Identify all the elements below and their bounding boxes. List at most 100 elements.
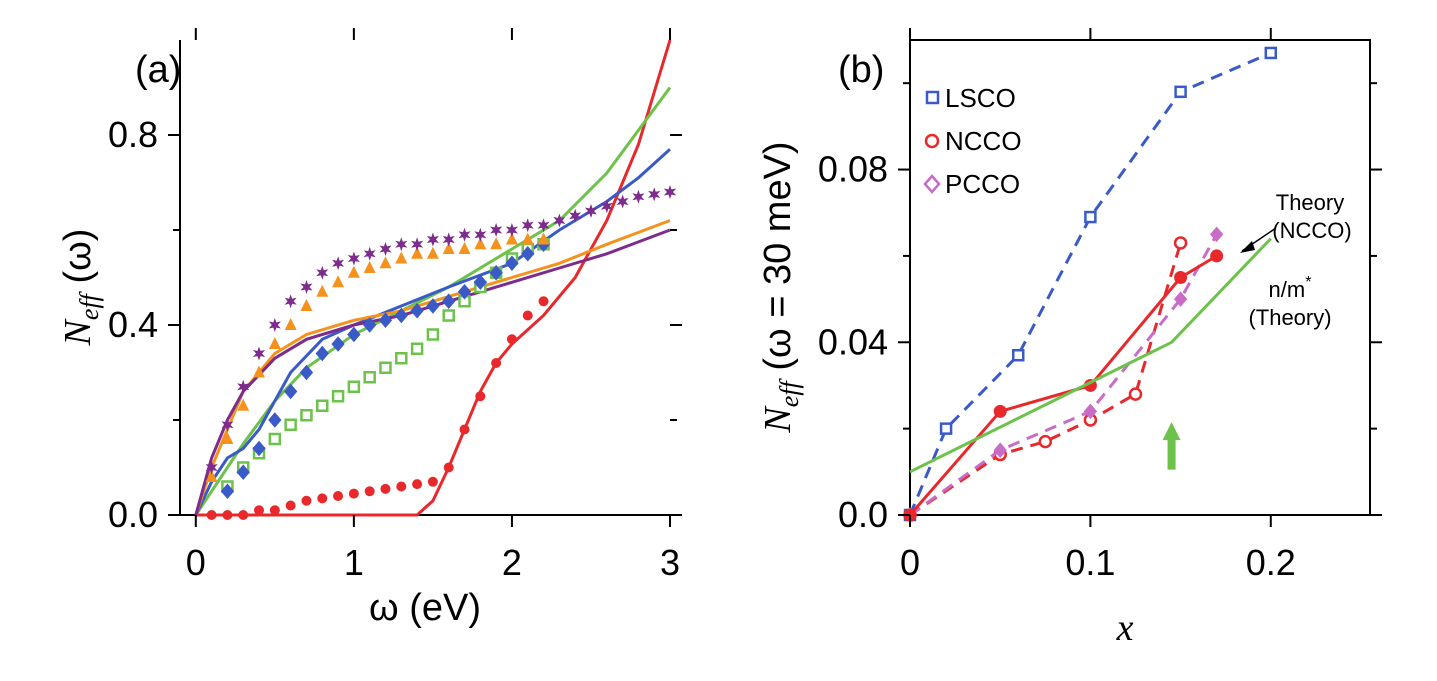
panel-a: (a) 0 1 2 3 0.0 0.4 0.8 ω (eV) Neff (ω) (57, 28, 682, 629)
panel-b-series-ncco-point-2 (1038, 434, 1053, 449)
panel-a-series-red-dots-point-16 (459, 424, 470, 435)
annotation-nm-line1: n/m* (1269, 274, 1312, 302)
panel-a-ylabel-main: N (57, 317, 99, 346)
panel-a-series-green-squares-point-14 (442, 309, 455, 322)
panel-a-series-purple-stars-point-15 (442, 232, 455, 247)
panel-a-series-blue-diamonds-point-15 (457, 283, 472, 300)
panel-a-series-blue-diamonds-point-7 (331, 336, 345, 352)
panel-a-series-blue-diamonds-point-19 (521, 245, 535, 262)
panel-a-series-red-dots-point-15 (443, 462, 454, 473)
panel-b-series-lsco-point-1 (939, 422, 953, 435)
panel-b-xlabel: x (1116, 607, 1134, 649)
panel-a-series-orange-triangles-point-14 (426, 246, 439, 259)
panel-b-doping-arrow-head (1162, 422, 1181, 441)
panel-b-series-lsco-line (908, 51, 1272, 516)
panel-a-series-blue-diamonds-point-10 (378, 312, 393, 329)
panel-a-series-purple-stars-point-0 (205, 460, 218, 475)
panel-b-ylabel-arg: (ω = 30 meV) (757, 141, 799, 381)
panel-a-series-orange-triangles-point-9 (347, 265, 360, 278)
panel-a-series-green-squares-point-11 (395, 352, 408, 365)
panel-b-series-pcco-point-4 (1210, 226, 1224, 243)
panel-b: (b) 0 0.1 0.2 0.0 0.04 0.08 LSCO NCCO PCCO Th… (757, 28, 1382, 649)
panel-a-series-purple-stars-point-6 (300, 280, 313, 294)
panel-a-series-orange-triangles-point-6 (300, 299, 313, 311)
panel-a-series-purple-stars-point-17 (474, 227, 487, 242)
panel-a-series-purple-stars-point-23 (569, 208, 582, 223)
legend-entry-ncco: NCCO (924, 126, 1022, 156)
panel-a-series-orange-triangles-point-16 (458, 242, 471, 254)
panel-b-series-n-m-theory--line (909, 237, 1272, 474)
panel-a-ylabel: Neff (ω) (57, 229, 104, 347)
panel-a-series-purple-stars-point-12 (395, 237, 408, 252)
panel-a-series-blue-diamonds-point-11 (394, 307, 408, 324)
panel-a-series-green-squares-point-7 (331, 390, 345, 403)
panel-a-ytick-label-0: 0.0 (108, 494, 158, 535)
panel-a-series-orange-triangles-point-2 (237, 398, 250, 411)
panel-a-ytick-label-1: 0.4 (108, 304, 158, 345)
panel-a-series-green-squares-point-4 (284, 418, 297, 431)
panel-a-series-blue-diamonds-point-13 (426, 298, 440, 314)
panel-a-series-orange-triangles-point-20 (521, 232, 534, 245)
panel-a-series-red-dots-point-17 (475, 391, 486, 402)
panel-a-series-blue-diamonds-point-14 (442, 293, 456, 310)
panel-a-series-purple-stars-point-24 (584, 204, 597, 218)
panel-a-series-orange-triangles-point-1 (221, 432, 234, 444)
panel-a-series-blue-diamonds-point-16 (473, 274, 487, 291)
panel-a-series-purple-stars-point-7 (316, 265, 329, 280)
panel-b-plot-area (903, 46, 1278, 523)
panel-a-series-purple-stars-point-19 (505, 223, 518, 237)
panel-a-series-blue-diamonds-point-12 (410, 302, 424, 319)
panel-a-series-red-line-line (195, 39, 672, 517)
panel-a-series-green-squares-point-13 (426, 328, 440, 341)
panel-a-series-purple-stars-point-11 (379, 242, 392, 256)
panel-a-series-purple-stars-point-26 (616, 194, 629, 209)
panel-a-series-red-dots-point-9 (348, 488, 359, 499)
panel-a-series-green-squares-point-3 (268, 432, 282, 446)
panel-a-series-blue-diamonds-point-0 (220, 483, 235, 500)
panel-a-series-red-dots-point-18 (491, 358, 502, 368)
panel-a-series-red-dots-point-4 (269, 505, 280, 516)
panel-a-series-orange-triangles-point-8 (332, 275, 345, 288)
panel-a-series-red-dots-point-13 (412, 479, 423, 490)
annotation-nm-text: n/m (1269, 277, 1306, 302)
panel-b-ytick-label-2: 0.08 (818, 149, 888, 190)
panel-b-series-ncco-line (909, 242, 1183, 517)
panel-a-series-orange-triangles-point-18 (490, 237, 503, 250)
panel-b-series-theory-ncco--line (908, 254, 1218, 516)
panel-b-series-lsco-point-4 (1174, 85, 1187, 99)
panel-a-series-green-squares-point-6 (316, 399, 329, 412)
legend-ncco-marker (924, 133, 940, 149)
panel-a-series-red-dots-point-21 (538, 296, 549, 307)
panel-a-series-red-dots-point-10 (364, 486, 375, 497)
panel-a-series-orange-triangles-point-4 (268, 337, 281, 349)
panel-b-series-theory-ncco--point-1 (993, 404, 1007, 418)
panel-a-series-purple-stars-point-4 (268, 318, 281, 332)
panel-a-series-purple-stars-point-2 (237, 379, 250, 394)
legend-entry-pcco: PCCO (923, 169, 1020, 199)
panel-a-series-purple-stars-point-3 (253, 346, 266, 361)
panel-a-series-purple-stars-point-20 (521, 218, 534, 233)
panel-a-series-orange-triangles-point-19 (505, 232, 518, 245)
panel-a-series-blue-diamonds-point-17 (489, 264, 503, 281)
panel-a-series-orange-triangles-point-13 (411, 246, 424, 259)
panel-a-series-red-dots-point-19 (506, 334, 517, 345)
panel-a-series-blue-diamonds-point-1 (236, 464, 250, 481)
panel-b-series-lsco-point-2 (1011, 348, 1025, 362)
panel-a-series-green-squares-point-9 (363, 371, 376, 384)
panel-a-series-blue-diamonds-point-4 (283, 383, 298, 400)
panel-a-series-purple-stars-point-9 (347, 251, 360, 266)
annotation-nm-sup: * (1305, 274, 1311, 291)
panel-a-series-orange-triangles-point-3 (253, 365, 266, 378)
panel-a-series-purple-stars-point-10 (363, 246, 376, 261)
panel-b-series-ncco-point-4 (1128, 387, 1143, 401)
panel-a-series-red-dots-point-5 (285, 500, 296, 511)
panel-a-series-red-dots-point-7 (317, 493, 328, 504)
panel-a-series-orange-triangles-point-7 (316, 284, 329, 297)
panel-b-series-theory-ncco--point-4 (1210, 249, 1224, 263)
panel-a-series-purple-stars-point-29 (663, 185, 677, 199)
panel-a-series-orange-triangles-point-10 (363, 261, 376, 273)
panel-a-series-blue-diamonds-point-18 (505, 255, 519, 272)
panel-a-ylabel-arg: (ω) (57, 229, 99, 295)
panel-a-series-purple-stars-point-28 (648, 187, 661, 202)
